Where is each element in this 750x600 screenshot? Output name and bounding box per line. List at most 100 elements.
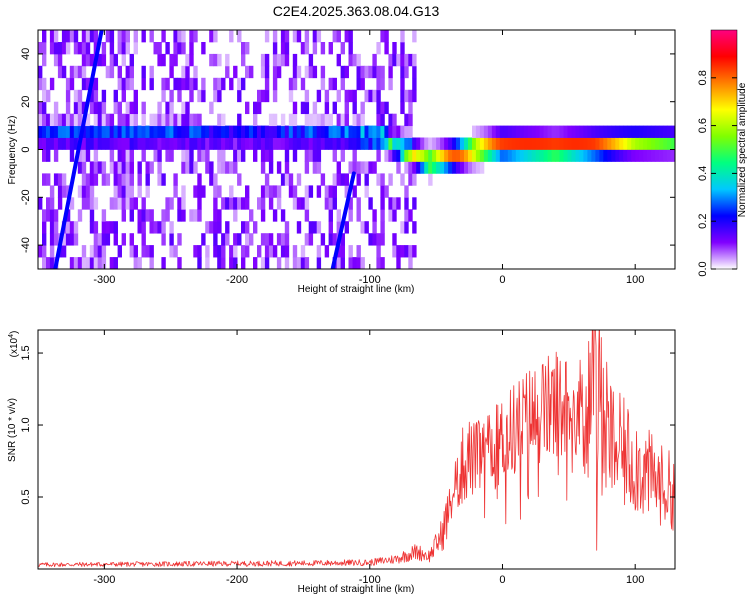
spectrogram-cell <box>93 257 99 269</box>
spectrogram-cell <box>615 137 620 150</box>
spectrogram-cell <box>149 125 154 138</box>
spectrogram-cell <box>181 137 186 150</box>
spectrogram-cell <box>129 77 134 91</box>
spectrogram-cell <box>185 113 190 127</box>
spectrogram-cell <box>284 161 290 174</box>
spectrogram-cell <box>328 185 333 198</box>
spectrogram-cell <box>249 209 254 222</box>
spectrogram-cell <box>452 161 457 174</box>
spectrogram-cell <box>400 77 405 91</box>
spectrogram-cell <box>177 113 182 127</box>
colorbar-tick-label: 0.8 <box>697 70 709 85</box>
spectrogram-cell <box>491 125 497 138</box>
spectrogram-cell <box>213 89 218 103</box>
spectrogram-cell <box>169 245 174 258</box>
spectrogram-cell <box>121 209 126 222</box>
spectrogram-cell <box>229 161 234 174</box>
spectrogram-cell <box>42 137 47 150</box>
spectrogram-cell <box>559 149 564 162</box>
spectrogram-cell <box>145 125 150 138</box>
spectrogram-cell <box>42 42 47 55</box>
spectrogram-cell <box>109 42 115 55</box>
spectrogram-cell <box>380 197 385 210</box>
spectrogram-cell <box>153 137 158 150</box>
spectrogram-cell <box>384 101 389 115</box>
spectrogram-cell <box>241 137 246 150</box>
spectrogram-cell <box>643 149 648 162</box>
spectrogram-cell <box>316 185 322 198</box>
spectrogram-cell <box>380 101 385 115</box>
spectrogram-cell <box>388 77 393 91</box>
spectrogram-cell <box>157 221 162 234</box>
spectrogram-cell <box>332 30 337 43</box>
spectrogram-cell <box>380 209 385 222</box>
spectrogram-cell <box>483 125 489 138</box>
spectrogram-cell <box>284 149 290 162</box>
spectrogram-cell <box>655 137 660 150</box>
spectrogram-cell <box>587 137 592 150</box>
spectrogram-cell <box>173 113 178 127</box>
spectrogram-cell <box>38 245 43 258</box>
spectrogram-cell <box>133 125 138 138</box>
spectrogram-cell <box>591 125 596 138</box>
spectrogram-cell <box>264 257 270 269</box>
x-tick-label: -300 <box>93 274 115 286</box>
spectrogram-cell <box>197 89 202 103</box>
spectrogram-cell <box>631 125 636 138</box>
spectrogram-cell <box>284 233 290 246</box>
spectrogram-cell <box>201 42 206 55</box>
spectrogram-cell <box>400 137 405 150</box>
spectrogram-cell <box>412 30 417 43</box>
spectrogram-cell <box>197 245 202 258</box>
spectrogram-cell <box>109 113 115 127</box>
spectrogram-cell <box>264 233 270 246</box>
spectrogram-cell <box>587 149 592 162</box>
spectrogram-cell <box>121 185 126 198</box>
spectrogram-cell <box>312 149 318 162</box>
spectrogram-cell <box>328 137 333 150</box>
spectrogram-cell <box>627 137 632 150</box>
spectrogram-cell <box>420 137 425 150</box>
spectrogram-cell <box>368 161 373 174</box>
spectrogram-cell <box>89 101 95 115</box>
spectrogram-cell <box>400 65 405 79</box>
spectrogram-cell <box>129 53 134 67</box>
spectrogram-cell <box>193 209 198 222</box>
spectrogram-cell <box>217 89 222 103</box>
spectrogram-cell <box>225 161 230 174</box>
spectrogram-cell <box>93 221 99 234</box>
spectrogram-cell <box>42 89 47 103</box>
spectrogram-cell <box>185 149 190 162</box>
spectrogram-cell <box>197 209 202 222</box>
spectrogram-cell <box>93 137 99 150</box>
spectrogram-cell <box>137 173 142 186</box>
spectrogram-cell <box>229 77 234 91</box>
spectrogram-cell <box>388 197 393 210</box>
spectrogram-cell <box>368 65 373 79</box>
spectrogram-cell <box>49 257 55 269</box>
spectrogram-cell <box>121 89 126 103</box>
spectrogram-cell <box>483 149 489 162</box>
spectrogram-cell <box>73 125 79 138</box>
spectrogram-cell <box>205 125 210 138</box>
spectrogram-cell <box>89 245 95 258</box>
spectrogram-cell <box>42 113 47 127</box>
spectrogram-cell <box>388 65 393 79</box>
spectrogram-cell <box>340 65 345 79</box>
spectrogram-cell <box>61 125 67 138</box>
spectrogram-cell <box>113 137 118 150</box>
spectrogram-cell <box>105 30 111 43</box>
spectrogram-cell <box>197 185 202 198</box>
spectrogram-cell <box>268 125 274 138</box>
spectrogram-cell <box>336 209 341 222</box>
spectrogram-cell <box>121 137 126 150</box>
spectrogram-cell <box>332 77 337 91</box>
spectrogram-cell <box>404 65 409 79</box>
spectrogram-cell <box>217 221 222 234</box>
spectrogram-cell <box>157 101 162 115</box>
spectrogram-cell <box>177 209 182 222</box>
spectrogram-cell <box>260 233 266 246</box>
spectrogram-cell <box>73 233 79 246</box>
spectrogram-cell <box>85 125 91 138</box>
spectrogram-cell <box>42 209 47 222</box>
